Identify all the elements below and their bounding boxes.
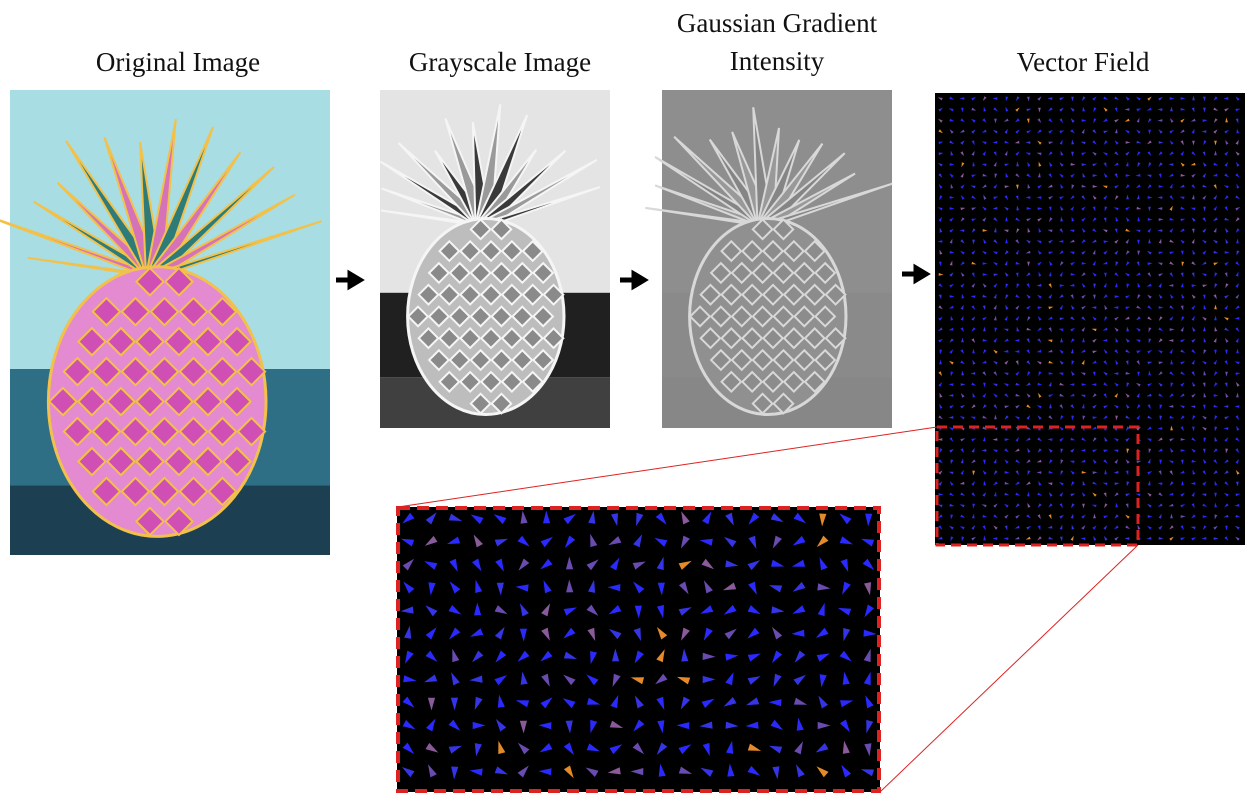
gradient-image <box>645 90 892 428</box>
original-image <box>0 90 330 555</box>
zoom-line <box>398 427 937 507</box>
arrow <box>336 274 360 286</box>
figure <box>0 0 1248 794</box>
arrow <box>902 268 926 280</box>
zoom-view <box>397 507 880 792</box>
background <box>935 93 1245 545</box>
page: Original Image Grayscale Image Gaussian … <box>0 0 1248 794</box>
grayscale-image <box>380 90 610 428</box>
zoom-line <box>880 545 1138 792</box>
vector-field-image <box>935 93 1245 545</box>
arrow <box>620 274 644 286</box>
